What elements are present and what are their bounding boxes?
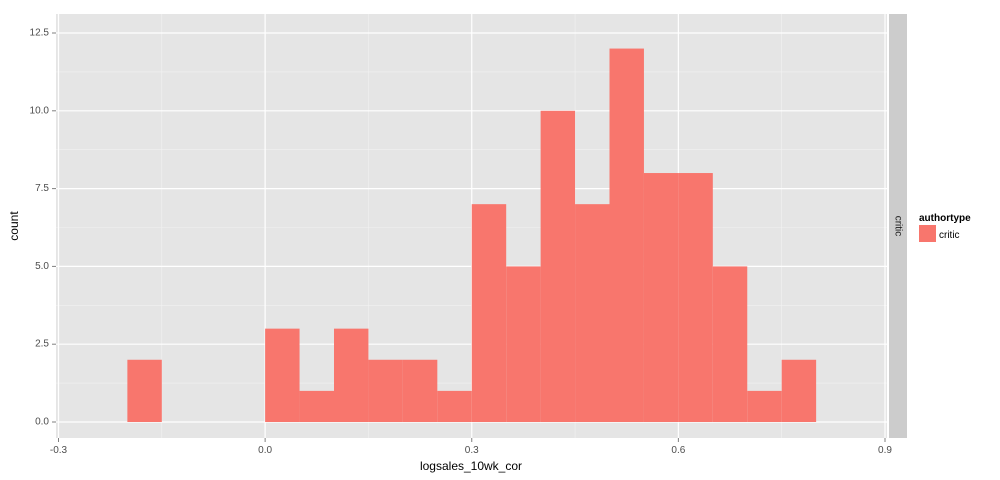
x-axis: -0.3 0.0 0.3 0.6 0.9 xyxy=(50,438,892,456)
histogram-bar xyxy=(506,266,541,422)
x-tick-label: 0.9 xyxy=(878,445,892,456)
y-tick-label: 0.0 xyxy=(35,417,49,428)
y-tick-label: 10.0 xyxy=(30,105,50,116)
facet-strip xyxy=(889,14,907,438)
histogram-bar xyxy=(678,173,713,422)
y-tick-label: 2.5 xyxy=(35,339,49,350)
histogram-bar xyxy=(299,390,334,422)
legend-key-critic xyxy=(919,225,936,242)
histogram-bar xyxy=(643,173,679,422)
x-axis-title: logsales_10wk_cor xyxy=(420,459,522,473)
x-tick-label: 0.3 xyxy=(465,445,479,456)
x-tick-label: 0.0 xyxy=(258,445,272,456)
histogram-bar xyxy=(471,204,507,422)
histogram-bar xyxy=(437,390,472,422)
histogram-bar xyxy=(368,359,403,422)
y-tick-label: 5.0 xyxy=(35,261,49,272)
y-axis-title: count xyxy=(7,211,21,241)
x-tick-label: 0.6 xyxy=(671,445,685,456)
legend: authortype critic xyxy=(919,213,971,242)
facet-strip-label: critic xyxy=(893,216,904,237)
histogram-bar xyxy=(781,359,817,422)
histogram-bar xyxy=(127,359,162,422)
x-tick-label: -0.3 xyxy=(50,445,68,456)
histogram-bars xyxy=(127,48,817,423)
histogram-bar xyxy=(402,359,438,422)
y-axis: 0.0 2.5 5.0 7.5 10.0 12.5 xyxy=(30,28,56,428)
legend-label-critic: critic xyxy=(939,230,960,241)
y-tick-label: 12.5 xyxy=(30,28,50,39)
histogram-bar xyxy=(334,328,369,422)
y-tick-label: 7.5 xyxy=(35,183,49,194)
histogram-bar xyxy=(265,328,300,422)
legend-title: authortype xyxy=(919,213,971,224)
histogram-bar xyxy=(609,48,644,423)
histogram-bar xyxy=(747,390,782,422)
histogram-bar xyxy=(540,110,576,423)
histogram-bar xyxy=(575,204,610,422)
histogram-bar xyxy=(712,266,748,422)
